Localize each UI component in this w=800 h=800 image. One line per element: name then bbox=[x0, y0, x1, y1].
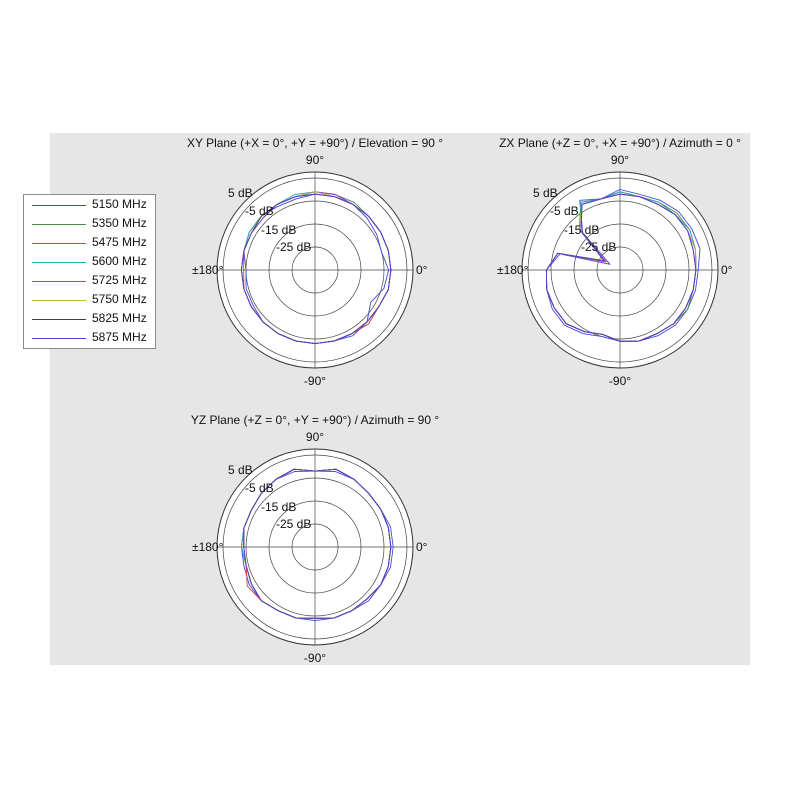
radial-label-5db: 5 dB bbox=[533, 186, 558, 200]
legend-item: 5350 MHz bbox=[24, 215, 157, 233]
angle-label-minus90: -90° bbox=[609, 374, 631, 388]
series-group bbox=[545, 189, 701, 342]
angle-label-0: 0° bbox=[721, 263, 733, 277]
radial-label-minus5db: -5 dB bbox=[245, 481, 274, 495]
radial-label-minus25db: -25 dB bbox=[276, 517, 311, 531]
legend-label: 5875 MHz bbox=[92, 330, 147, 344]
radial-label-minus15db: -15 dB bbox=[261, 500, 296, 514]
legend-swatch bbox=[32, 300, 86, 301]
series-line-5875-mhz bbox=[240, 193, 392, 345]
legend-label: 5350 MHz bbox=[92, 216, 147, 230]
series-group bbox=[240, 468, 394, 622]
legend-swatch bbox=[32, 338, 86, 339]
radial-label-minus5db: -5 dB bbox=[550, 204, 579, 218]
legend-item: 5750 MHz bbox=[24, 291, 157, 309]
radial-label-minus15db: -15 dB bbox=[261, 223, 296, 237]
radial-label-minus15db: -15 dB bbox=[564, 223, 599, 237]
polar-plot-zx: ZX Plane (+Z = 0°, +X = +90°) / Azimuth … bbox=[497, 136, 741, 388]
plot-title: XY Plane (+X = 0°, +Y = +90°) / Elevatio… bbox=[187, 136, 443, 150]
legend-label: 5150 MHz bbox=[92, 197, 147, 211]
legend-swatch bbox=[32, 205, 86, 206]
series-group bbox=[240, 191, 392, 345]
legend-swatch bbox=[32, 224, 86, 225]
radial-label-minus5db: -5 dB bbox=[245, 204, 274, 218]
radial-label-5db: 5 dB bbox=[228, 186, 253, 200]
radial-label-5db: 5 dB bbox=[228, 463, 253, 477]
angle-label-0: 0° bbox=[416, 540, 428, 554]
legend-item: 5475 MHz bbox=[24, 234, 157, 252]
plot-title: YZ Plane (+Z = 0°, +Y = +90°) / Azimuth … bbox=[191, 413, 440, 427]
legend-item: 5875 MHz bbox=[24, 329, 157, 347]
series-line-5875-mhz bbox=[545, 193, 697, 342]
legend-swatch bbox=[32, 281, 86, 282]
angle-label-180: ±180° bbox=[192, 263, 224, 277]
angle-label-90: 90° bbox=[611, 153, 629, 167]
angle-label-180: ±180° bbox=[192, 540, 224, 554]
legend-label: 5725 MHz bbox=[92, 273, 147, 287]
legend-item: 5150 MHz bbox=[24, 196, 157, 214]
angle-label-180: ±180° bbox=[497, 263, 529, 277]
angle-label-90: 90° bbox=[306, 153, 324, 167]
angle-label-0: 0° bbox=[416, 263, 428, 277]
series-line-5875-mhz bbox=[243, 468, 392, 619]
legend-item: 5825 MHz bbox=[24, 310, 157, 328]
legend: 5150 MHz 5350 MHz 5475 MHz 5600 MHz 5725… bbox=[23, 194, 156, 349]
polar-plot-xy: XY Plane (+X = 0°, +Y = +90°) / Elevatio… bbox=[187, 136, 443, 388]
polar-plot-yz: YZ Plane (+Z = 0°, +Y = +90°) / Azimuth … bbox=[191, 413, 440, 665]
angle-label-minus90: -90° bbox=[304, 651, 326, 665]
legend-label: 5475 MHz bbox=[92, 235, 147, 249]
plot-title: ZX Plane (+Z = 0°, +X = +90°) / Azimuth … bbox=[499, 136, 741, 150]
radial-label-minus25db: -25 dB bbox=[581, 240, 616, 254]
radial-label-minus25db: -25 dB bbox=[276, 240, 311, 254]
angle-label-minus90: -90° bbox=[304, 374, 326, 388]
legend-label: 5750 MHz bbox=[92, 292, 147, 306]
angle-label-90: 90° bbox=[306, 430, 324, 444]
figure-background: XY Plane (+X = 0°, +Y = +90°) / Elevatio… bbox=[50, 133, 750, 665]
legend-item: 5600 MHz bbox=[24, 253, 157, 271]
legend-swatch bbox=[32, 262, 86, 263]
legend-swatch bbox=[32, 319, 86, 320]
polar-plots: XY Plane (+X = 0°, +Y = +90°) / Elevatio… bbox=[187, 136, 741, 665]
legend-label: 5600 MHz bbox=[92, 254, 147, 268]
legend-label: 5825 MHz bbox=[92, 311, 147, 325]
legend-swatch bbox=[32, 243, 86, 244]
legend-item: 5725 MHz bbox=[24, 272, 157, 290]
